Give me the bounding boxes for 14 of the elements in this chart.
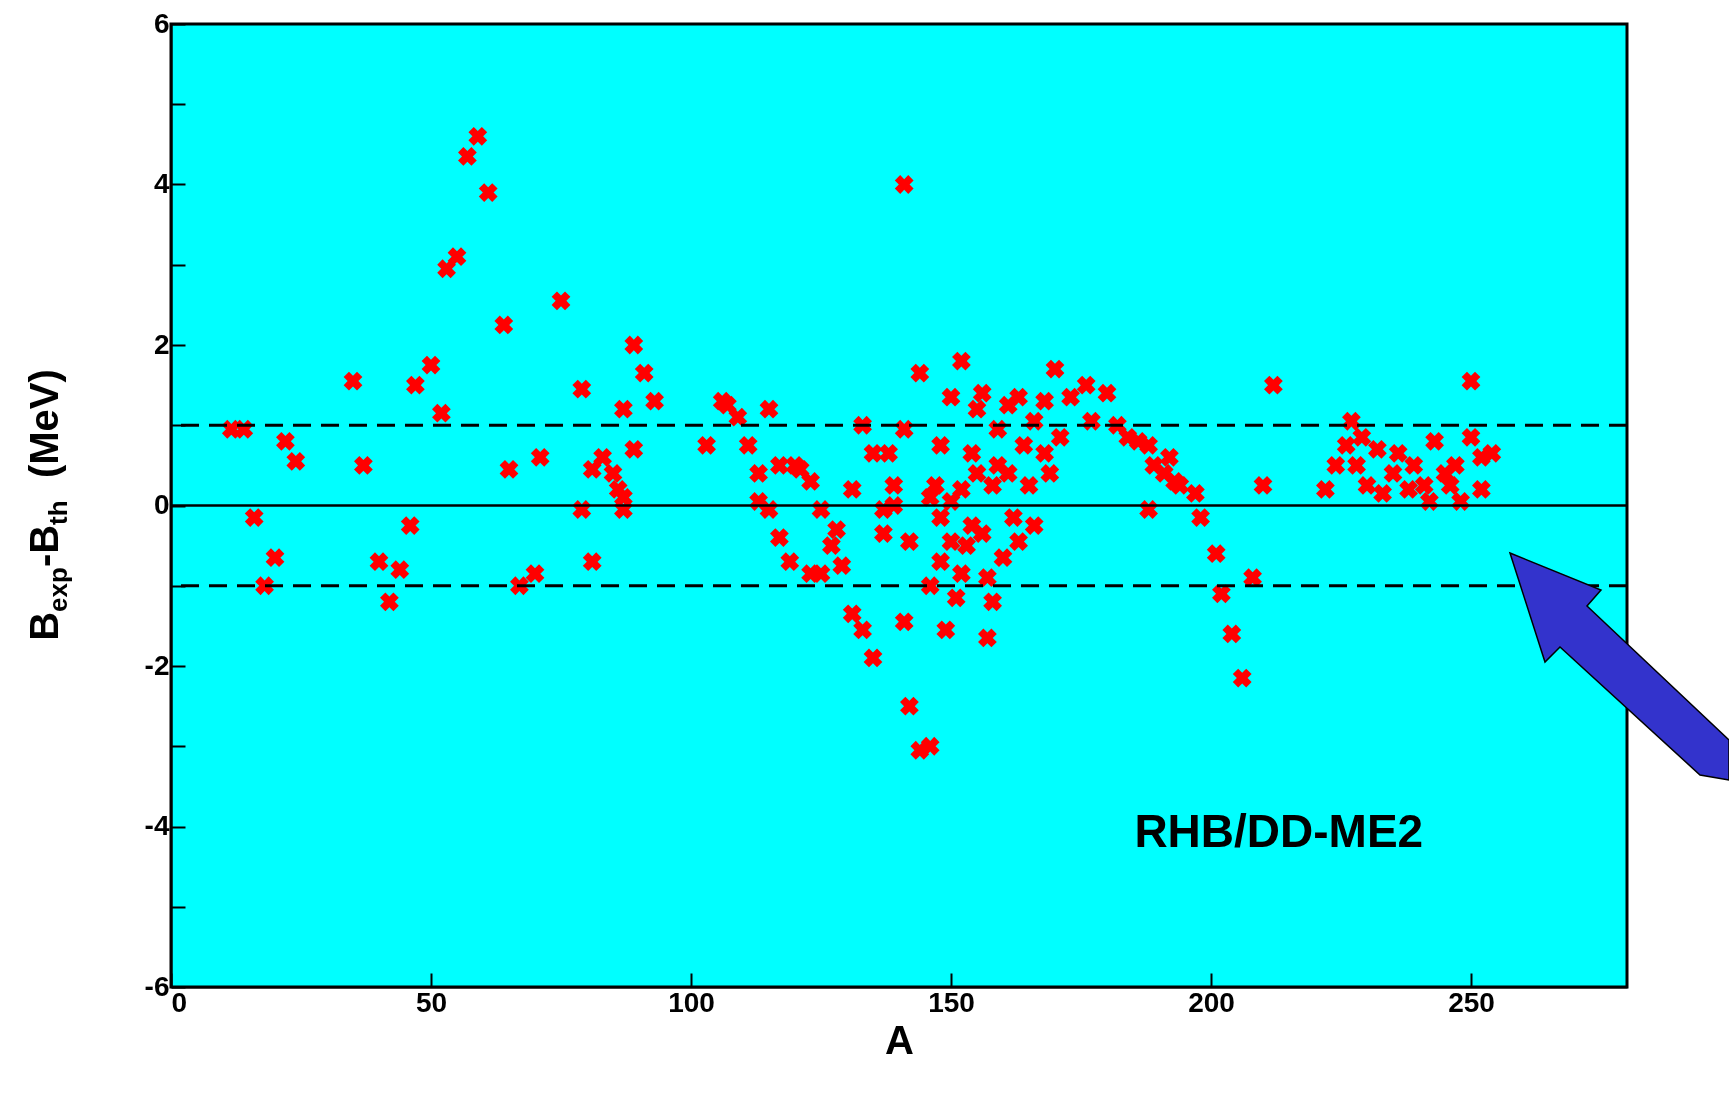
y-tick-label: -4 <box>144 810 170 841</box>
x-tick-label: 50 <box>415 986 448 1018</box>
x-tick-label: 150 <box>928 986 975 1018</box>
y-tick-label: -2 <box>144 649 170 681</box>
x-tick-label: 100 <box>668 986 715 1018</box>
x-tick-label: 250 <box>1448 986 1495 1018</box>
y-tick-label: 0 <box>153 489 170 520</box>
annotation: RHB/DD-ME2 <box>1134 804 1424 857</box>
y-tick-label: 4 <box>153 168 170 199</box>
y-tick-label: 2 <box>153 328 170 360</box>
y-tick-label: -6 <box>144 970 170 1002</box>
y-tick-label: 6 <box>153 7 170 39</box>
x-tick-label: 200 <box>1188 986 1235 1018</box>
x-axis-title: A <box>885 1017 914 1062</box>
